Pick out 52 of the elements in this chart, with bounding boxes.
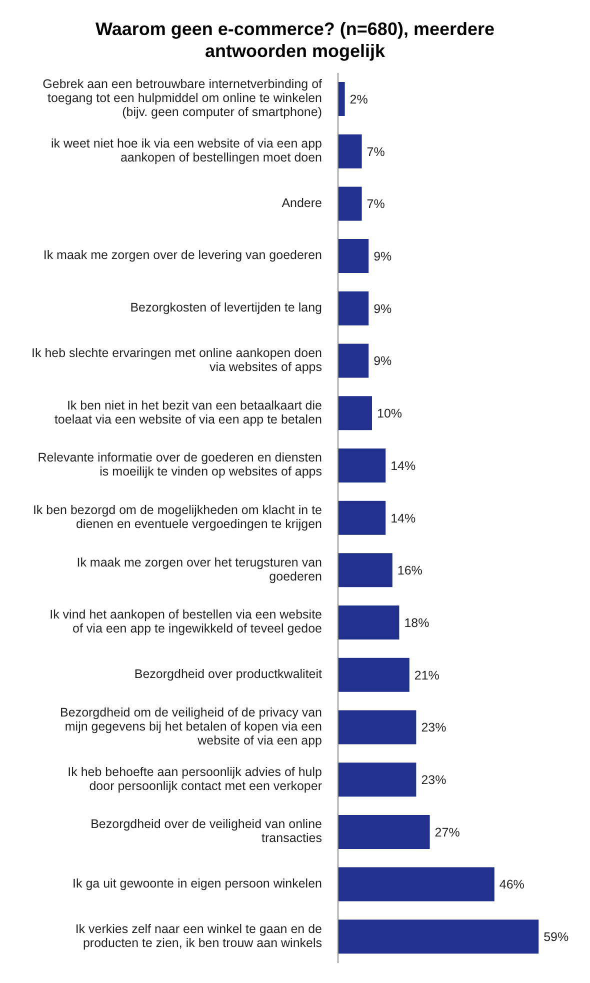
- data-label: 7%: [366, 144, 385, 159]
- y-tick-label: Andere: [282, 196, 322, 210]
- bar: [338, 500, 386, 535]
- y-tick-label: Ik maak me zorgen over de levering van goederen: [43, 248, 322, 263]
- data-label: 9%: [374, 302, 392, 316]
- bar: [338, 344, 369, 378]
- y-tick-label: Bezorgdheid om de veiligheid of de privacy van mijn gegevens bij het betalen of kopen via een website of via een app: [60, 706, 322, 748]
- bar: [338, 606, 400, 640]
- y-tick-label: Ik ben bezorgd om de mogelijkheden om klacht in te dienen en eventuele vergoedingen te krijgen: [32, 503, 322, 532]
- y-tick-label: Ik verkies zelf naar een winkel te gaan en de producten te zien, ik ben trouw aan winkels: [75, 922, 322, 950]
- data-label: 23%: [421, 773, 446, 788]
- y-tick-label: Gebrek aan een betrouwbare internetverbinding of toegang tot een hulpmiddel om online te winkelen (bijv. geen computer of smartphone): [42, 77, 323, 120]
- data-label: 46%: [499, 878, 524, 892]
- bar: [338, 814, 430, 849]
- bar: [338, 82, 345, 116]
- y-tick-label: Ik maak me zorgen over het terugsturen van goederen: [76, 556, 322, 584]
- bar: [338, 186, 362, 221]
- data-label: 23%: [421, 720, 446, 735]
- y-tick-label: Ik heb slechte ervaringen met online aankopen doen via websites of apps: [32, 346, 322, 374]
- data-label: 10%: [377, 406, 402, 421]
- chart-title: Waarom geen e-commerce? (n=680), meerdere antwoorden mogelijk: [94, 18, 496, 63]
- bar: [338, 239, 369, 274]
- bar: [338, 658, 410, 692]
- bar: [338, 396, 372, 430]
- data-label: 7%: [366, 197, 385, 212]
- data-label: 21%: [414, 668, 440, 682]
- data-label: 9%: [374, 354, 392, 368]
- y-tick-label: Relevante informatie over de goederen en diensten is moeilijk te vinden op websites of apps: [38, 450, 322, 479]
- y-tick-label: Ik vind het aankopen of bestellen via een website of via een app te ingewikkeld of teveel gedoe: [50, 608, 322, 636]
- y-tick-label: Bezorgkosten of levertijden te lang: [130, 300, 322, 315]
- y-tick-label: Ik ben niet in het bezit van een betaalkaart die toelaat via een website of via een app te betalen: [54, 398, 322, 427]
- bar: [338, 867, 494, 902]
- data-label: 59%: [544, 930, 569, 944]
- bar: [338, 291, 369, 326]
- data-label: 9%: [374, 249, 392, 264]
- bar: [338, 762, 416, 797]
- y-tick-label: ik weet niet hoe ik via een website of via een app aankopen of bestellingen moet doen: [50, 136, 322, 165]
- data-label: 18%: [404, 616, 430, 630]
- bar: [338, 134, 362, 168]
- data-label: 27%: [434, 825, 460, 840]
- data-label: 14%: [390, 511, 416, 526]
- bar: [338, 920, 539, 954]
- data-label: 14%: [390, 458, 416, 473]
- data-label: 16%: [397, 564, 422, 578]
- y-tick-label: Bezorgdheid over de veiligheid van online transacties: [90, 817, 322, 846]
- bar: [338, 553, 392, 588]
- y-tick-label: Bezorgdheid over productkwaliteit: [134, 667, 323, 682]
- y-tick-label: Ik ga uit gewoonte in eigen persoon winkelen: [72, 876, 322, 891]
- y-tick-label: Ik heb behoefte aan persoonlijk advies of hulp door persoonlijk contact met een verkoper: [68, 765, 322, 794]
- bar: [338, 710, 416, 744]
- bar: [338, 448, 386, 482]
- data-label: 2%: [350, 92, 368, 106]
